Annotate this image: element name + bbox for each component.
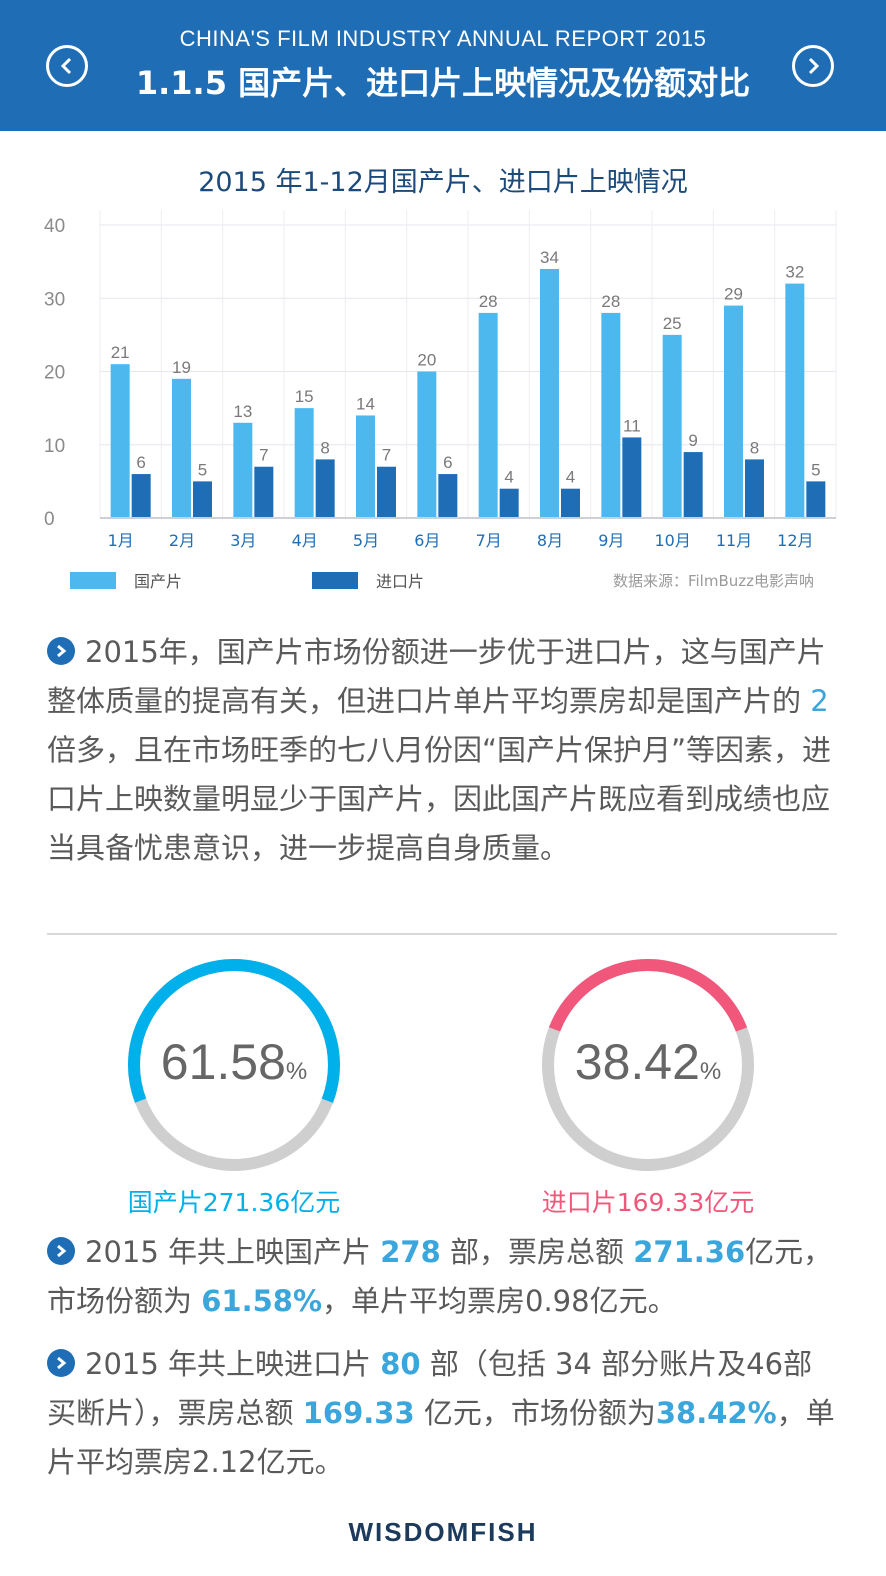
bar-imported	[131, 474, 151, 518]
data-label: 7	[259, 446, 268, 465]
bar-imported	[806, 481, 826, 518]
y-tick-label: 10	[44, 436, 65, 457]
bar-domestic	[294, 408, 314, 518]
bar-imported	[254, 466, 274, 518]
ring-imported-arc	[542, 959, 754, 1171]
data-label: 4	[504, 468, 513, 487]
header-bar: CHINA'S FILM INDUSTRY ANNUAL REPORT 2015…	[0, 0, 886, 131]
bar-domestic	[478, 312, 498, 518]
legend-swatch-imported	[312, 571, 358, 589]
x-tick-label: 7月	[476, 531, 502, 550]
data-label: 21	[111, 343, 130, 362]
highlight-number: 2	[810, 684, 829, 718]
data-label: 7	[382, 446, 391, 465]
data-label: 25	[663, 314, 682, 333]
wisdomfish-logo: WISDOMFISH	[348, 1517, 538, 1547]
data-source: 数据来源：FilmBuzz电影声呐	[612, 572, 814, 590]
bar-imported	[683, 452, 703, 518]
analysis-paragraph: 2015年，国产片市场份额进一步优于进口片，这与国产片整体质量的提高有关，但进口…	[47, 628, 839, 873]
x-tick-label: 12月	[777, 531, 813, 550]
data-label: 5	[198, 460, 207, 479]
divider	[47, 933, 837, 935]
bullet-icon	[47, 637, 75, 665]
bar-domestic	[601, 312, 621, 518]
bar-imported	[377, 466, 396, 518]
y-tick-label: 30	[44, 289, 65, 310]
data-label: 13	[233, 402, 252, 421]
paragraph-text: 倍多，且在市场旺季的七八月份因“国产片保护月”等因素，进口片上映数量明显少于国产…	[47, 733, 832, 865]
data-label: 8	[320, 438, 329, 457]
data-label: 6	[443, 453, 452, 472]
x-tick-label: 8月	[537, 531, 563, 550]
data-label: 19	[172, 358, 191, 377]
data-label: 29	[724, 285, 743, 304]
x-tick-label: 2月	[169, 531, 195, 550]
chart-title: 2015 年1-12月国产片、进口片上映情况	[198, 167, 688, 198]
bar-imported	[315, 459, 335, 518]
bar-domestic	[785, 283, 805, 518]
bar-domestic	[662, 334, 682, 518]
y-tick-label: 40	[44, 216, 65, 237]
paragraph-text: 2015年，国产片市场份额进一步优于进口片，这与国产片整体质量的提高有关，但进口…	[47, 635, 826, 718]
domestic-box-office-caption: 国产片271.36亿元	[127, 1188, 341, 1217]
bar-domestic	[724, 305, 743, 518]
bar-domestic	[356, 415, 375, 518]
x-tick-label: 5月	[353, 531, 379, 550]
data-label: 14	[356, 394, 375, 413]
report-subtitle: CHINA'S FILM INDUSTRY ANNUAL REPORT 2015	[179, 26, 707, 51]
data-label: 20	[417, 351, 436, 370]
legend-label-imported: 进口片	[376, 572, 425, 591]
bar-imported	[622, 437, 642, 518]
data-label: 28	[601, 292, 620, 311]
domestic-share-value: 61.58%	[160, 1034, 308, 1090]
bar-imported	[561, 488, 580, 518]
bullet-icon	[47, 1237, 75, 1265]
x-tick-label: 10月	[654, 531, 690, 550]
x-tick-label: 4月	[292, 531, 318, 550]
x-tick-label: 1月	[108, 531, 134, 550]
x-tick-label: 3月	[230, 531, 256, 550]
legend-domestic: 国产片	[70, 570, 183, 591]
data-label: 5	[811, 460, 820, 479]
next-button[interactable]	[792, 45, 834, 87]
x-tick-label: 11月	[716, 531, 752, 550]
domestic-summary: 2015 年共上映国产片 278 部，票房总额 271.36亿元，市场份额为 6…	[47, 1235, 833, 1318]
chevron-left-icon	[60, 57, 72, 75]
data-label: 11	[623, 416, 641, 435]
data-label: 6	[136, 453, 145, 472]
bar-domestic	[540, 268, 559, 518]
bar-domestic	[233, 422, 253, 518]
bar-chart: 0 10 20 30 40 21 6 1月 19 5 2月 13 7 3月 15 8 4月 14 7 5月 20 6 6月 2…	[44, 210, 837, 550]
y-tick-label: 0	[44, 509, 55, 530]
legend-swatch-domestic	[70, 571, 116, 589]
imported-share-value: 38.42%	[574, 1034, 722, 1090]
data-label: 34	[540, 248, 559, 267]
bar-imported	[438, 474, 458, 518]
bar-domestic	[110, 364, 130, 518]
bar-imported	[499, 488, 519, 518]
data-label: 28	[479, 292, 498, 311]
x-tick-label: 6月	[414, 531, 440, 550]
data-label: 32	[785, 263, 804, 282]
bar-domestic	[417, 371, 437, 518]
y-tick-label: 20	[44, 363, 65, 384]
domestic-share-ring: 61.58%	[124, 955, 344, 1175]
data-label: 15	[295, 387, 314, 406]
data-label: 8	[750, 438, 759, 457]
chevron-right-icon	[808, 57, 820, 75]
data-label: 9	[688, 431, 697, 450]
bar-imported	[745, 459, 764, 518]
previous-button[interactable]	[46, 45, 88, 87]
bar-imported	[193, 481, 212, 518]
imported-box-office-caption: 进口片169.33亿元	[541, 1188, 755, 1217]
page-title: 1.1.5 国产片、进口片上映情况及份额对比	[135, 64, 751, 102]
legend-label-domestic: 国产片	[134, 572, 183, 591]
imported-summary: 2015 年共上映进口片 80 部（包括 34 部分账片及46部买断片），票房总…	[47, 1347, 835, 1479]
legend-imported: 进口片	[312, 570, 425, 591]
bar-domestic	[172, 378, 191, 518]
x-tick-label: 9月	[598, 531, 624, 550]
bullet-icon	[47, 1349, 75, 1377]
imported-share-ring: 38.42%	[538, 955, 758, 1175]
data-label: 4	[566, 468, 575, 487]
